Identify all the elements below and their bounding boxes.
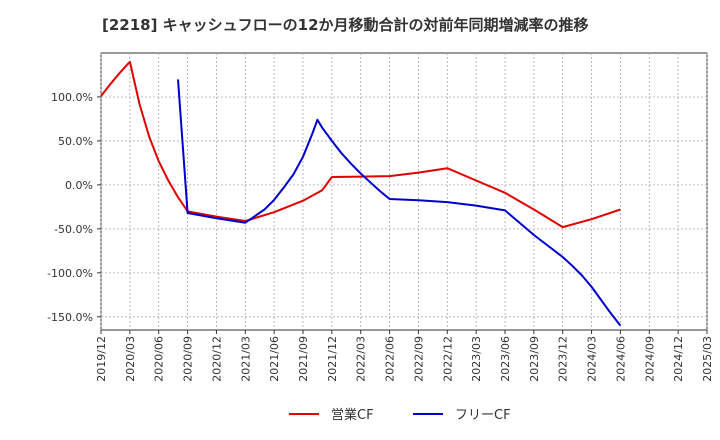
x-tick-label: 2024/09 [643, 336, 656, 382]
legend: 営業CF フリーCF [289, 407, 511, 423]
chart-title: [2218] キャッシュフローの12か月移動合計の対前年同期増減率の推移 [102, 16, 589, 34]
y-tick-label: -50.0% [54, 223, 93, 236]
x-tick-label: 2020/12 [210, 336, 223, 382]
x-tick-label: 2022/03 [355, 336, 368, 382]
legend-label: 営業CF [331, 407, 374, 423]
x-tick-label: 2022/06 [384, 336, 397, 382]
x-tick-label: 2023/03 [470, 336, 483, 382]
x-tick-label: 2023/06 [499, 336, 512, 382]
grid [100, 53, 708, 330]
x-tick-label: 2025/03 [701, 336, 714, 382]
legend-label: フリーCF [455, 408, 511, 423]
x-tick-label: 2019/12 [95, 336, 108, 382]
x-tick-label: 2020/03 [124, 336, 137, 382]
x-tick-label: 2024/12 [672, 336, 685, 382]
plot-area [100, 52, 708, 331]
series-group [100, 60, 622, 327]
x-tick-label: 2021/03 [239, 336, 252, 382]
series-line-operating-cf [100, 60, 621, 229]
y-tick-label: 100.0% [51, 91, 93, 104]
y-tick-label: -150.0% [47, 311, 93, 324]
x-tick-label: 2021/09 [297, 336, 310, 382]
x-tick-label: 2021/12 [326, 336, 339, 382]
y-tick-label: -100.0% [47, 267, 93, 280]
y-tick-label: 50.0% [58, 135, 93, 148]
x-axis: 2019/12 2020/03 2020/06 2020/09 2020/12 2021/… [95, 330, 714, 382]
y-axis: 100.0% 50.0% 0.0% -50.0% -100.0% -150.0% [47, 91, 101, 324]
x-tick-label: 2020/06 [153, 336, 166, 382]
x-tick-label: 2024/06 [614, 336, 627, 382]
y-tick-label: 0.0% [65, 179, 93, 192]
x-tick-label: 2020/09 [182, 336, 195, 382]
series-line-free-cf [177, 79, 622, 327]
x-tick-label: 2023/12 [557, 336, 570, 382]
x-tick-label: 2022/12 [441, 336, 454, 382]
x-tick-label: 2024/03 [586, 336, 599, 382]
x-tick-label: 2023/09 [528, 336, 541, 382]
x-tick-label: 2022/09 [412, 336, 425, 382]
x-tick-label: 2021/06 [268, 336, 281, 382]
